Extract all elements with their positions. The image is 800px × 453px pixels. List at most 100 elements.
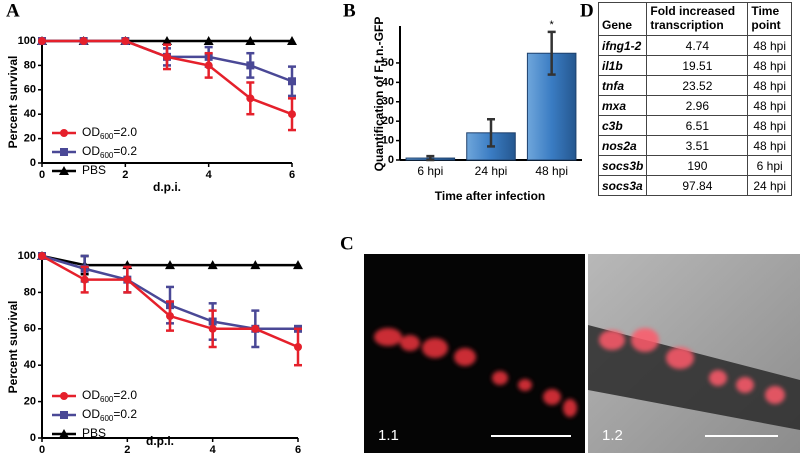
panel-letter: C (340, 233, 354, 254)
table-cell: 48 hpi (747, 75, 792, 96)
table-cell: 48 hpi (747, 55, 792, 76)
y-tick-label: 20 (382, 115, 394, 127)
table-cell: 48 hpi (747, 115, 792, 136)
marker (162, 36, 172, 45)
table-cell: 3.51 (646, 135, 749, 156)
y-tick-label: 20 (24, 133, 36, 145)
table-cell: 48 hpi (747, 35, 792, 56)
table-cell: nos2a (597, 135, 648, 156)
marker (245, 36, 256, 45)
table-cell: ifng1-2 (597, 35, 648, 56)
table-cell: mxa (597, 95, 648, 116)
error-bar (547, 30, 556, 76)
x-tick-label: 6 hpi (417, 164, 443, 178)
marker (207, 260, 218, 270)
y-tick-label: 80 (24, 59, 36, 71)
x-axis-label: d.p.i. (153, 180, 181, 194)
y-tick-label: 0 (30, 432, 36, 444)
marker (60, 129, 68, 137)
legend-label: PBS (82, 426, 106, 440)
marker (79, 37, 88, 45)
micrograph (364, 254, 585, 453)
marker (165, 260, 175, 270)
marker (204, 61, 213, 70)
y-tick-label: 60 (24, 323, 36, 335)
x-tick-label: 0 (39, 169, 45, 181)
y-tick-label: 40 (24, 108, 36, 120)
marker (163, 52, 171, 61)
table-cell: 24 hpi (747, 175, 792, 196)
table-cell: 48 hpi (747, 95, 792, 116)
x-tick-label: 6 (289, 169, 295, 181)
legend-label: OD600=0.2 (82, 144, 137, 160)
table-cell: 23.52 (646, 75, 749, 96)
table-header: Fold increased transcription (646, 2, 749, 36)
y-tick-label: 10 (382, 134, 394, 146)
marker (246, 94, 255, 103)
table-cell: 2.96 (646, 95, 749, 116)
table-cell: 6 hpi (747, 155, 792, 176)
panel-letter: D (580, 0, 594, 21)
table-cell: tnfa (597, 75, 648, 96)
marker (294, 343, 302, 351)
x-tick-label: 24 hpi (475, 164, 508, 178)
table-cell: 19.51 (646, 55, 749, 76)
legend-label: OD600=0.2 (82, 407, 137, 423)
error-bar (426, 154, 435, 162)
y-tick-label: 100 (18, 35, 36, 47)
legend-label: OD600=2.0 (82, 388, 137, 404)
y-axis-label: Percent survival (6, 56, 20, 149)
x-tick-label: 4 (206, 169, 213, 181)
y-tick-label: 50 (382, 57, 394, 69)
table-cell: 48 hpi (747, 135, 792, 156)
table-cell: 4.74 (646, 35, 749, 56)
y-tick-label: 30 (382, 96, 394, 108)
marker (293, 260, 303, 270)
data-table: Gene Fold increased transcription Time poi… (597, 2, 792, 196)
x-tick-label: 2 (124, 444, 130, 453)
x-tick-label: 6 (295, 444, 301, 453)
table-header: Gene (597, 2, 648, 36)
table-row: il1b 19.51 48 hpi (597, 55, 792, 76)
panel-letter: B (343, 0, 356, 21)
legend-label: OD600=2.0 (82, 125, 137, 141)
y-tick-label: 20 (24, 396, 36, 408)
marker (166, 312, 174, 321)
table-cell: il1b (597, 55, 648, 76)
marker (59, 429, 69, 438)
table-row: socs3a 97.84 24 hpi (597, 175, 792, 196)
marker (38, 37, 46, 45)
table-cell: c3b (597, 115, 648, 136)
table-cell: 97.84 (646, 175, 749, 196)
marker (246, 61, 255, 70)
x-tick-label: 0 (39, 444, 45, 453)
table-row: mxa 2.96 48 hpi (597, 95, 792, 116)
y-tick-label: 80 (24, 286, 36, 298)
marker (288, 77, 296, 86)
marker (59, 166, 69, 175)
table-cell: socs3a (597, 175, 648, 196)
marker (60, 392, 68, 400)
table-row: nos2a 3.51 48 hpi (597, 135, 792, 156)
marker (60, 148, 68, 156)
y-tick-label: 100 (18, 250, 36, 262)
marker (203, 36, 214, 45)
table-cell: 6.51 (646, 115, 749, 136)
y-tick-label: 40 (24, 359, 36, 371)
legend-label: PBS (82, 163, 106, 177)
x-axis-label: d.p.i. (146, 434, 174, 448)
table-cell: 190 (646, 155, 749, 176)
table-row: ifng1-2 4.74 48 hpi (597, 35, 792, 56)
marker (121, 37, 130, 45)
marker (250, 260, 261, 270)
table-header-row: Gene Fold increased transcription Time poi… (597, 2, 792, 36)
error-bar (487, 117, 495, 148)
image-label: 1.1 (378, 427, 399, 444)
marker (288, 110, 296, 119)
image-label: 1.2 (602, 427, 623, 444)
table-row: socs3b 190 6 hpi (597, 155, 792, 176)
y-tick-label: 0 (388, 154, 394, 166)
table-cell: socs3b (597, 155, 648, 176)
x-axis-label: Time after infection (435, 189, 545, 203)
